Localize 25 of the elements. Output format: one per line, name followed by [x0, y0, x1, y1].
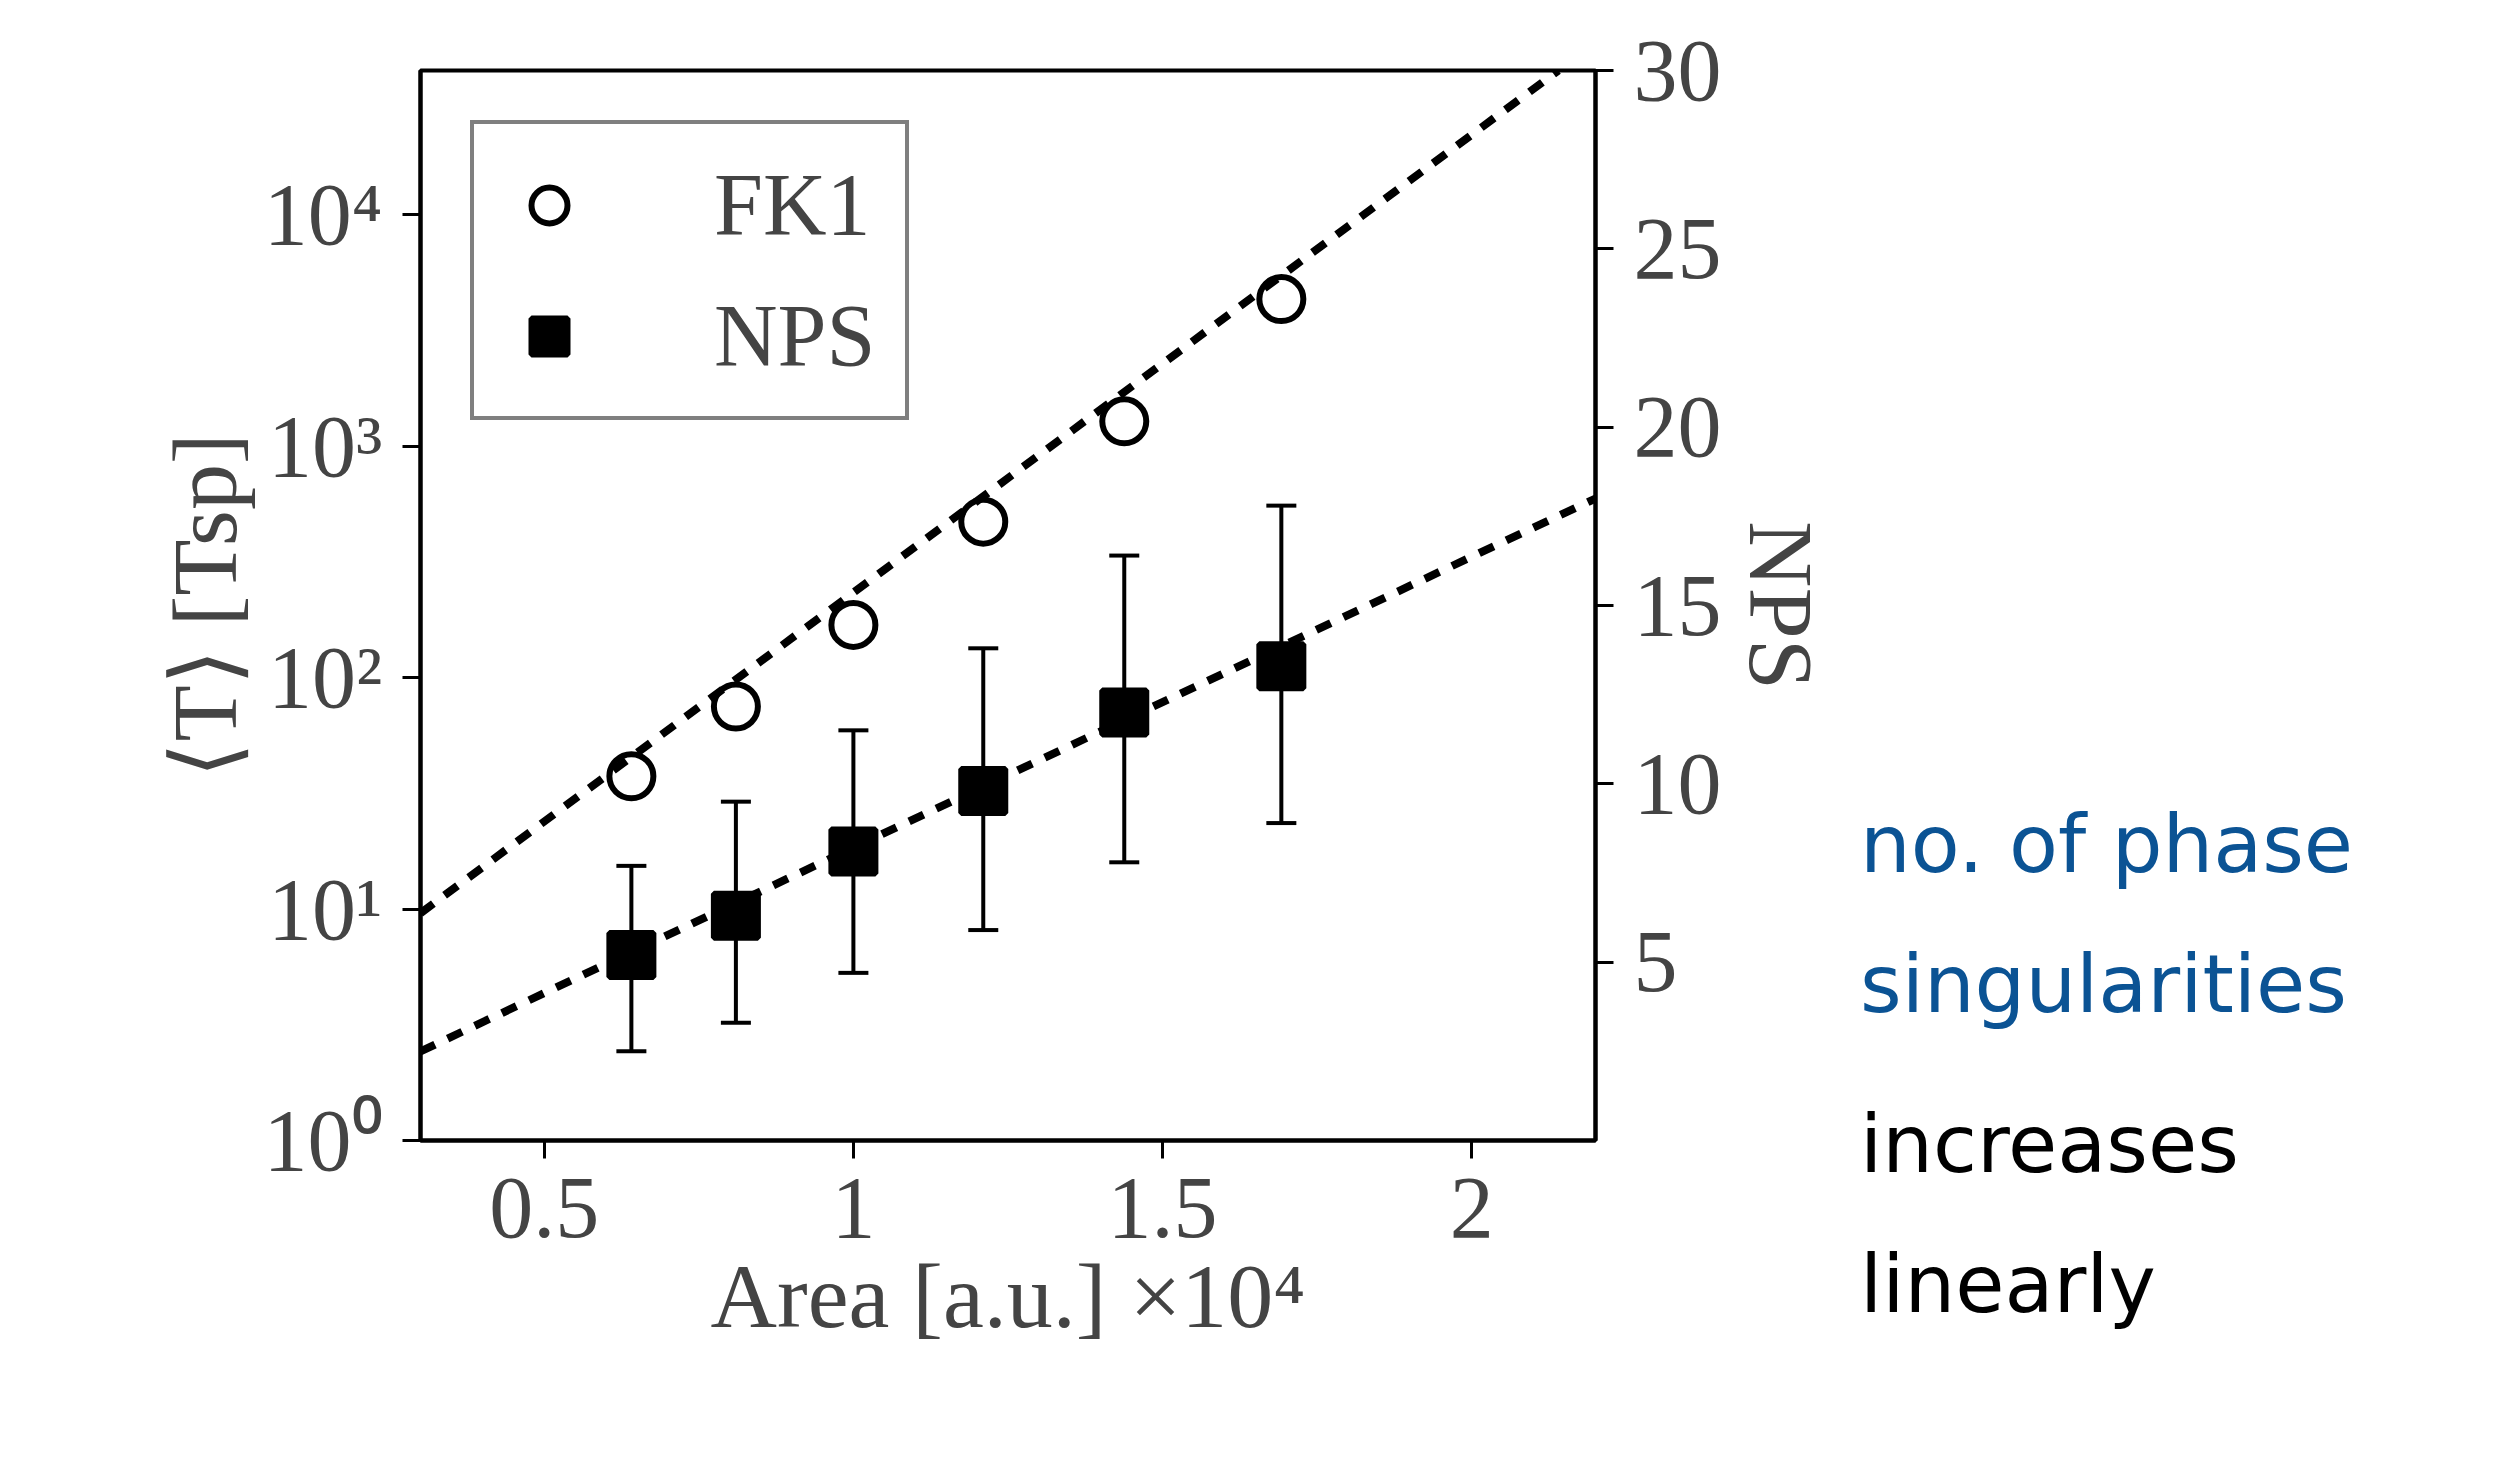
y2-tick-label: 5 — [1633, 913, 1678, 1011]
y-tick-label: 10² — [268, 629, 383, 727]
point — [828, 599, 879, 650]
y2-axis-title: NPS — [1729, 521, 1832, 690]
text: increases linearly — [1860, 1097, 2240, 1333]
legend-label: NPS — [714, 286, 876, 386]
y-axis-title: ⟨T⟩ [Tsp] — [153, 433, 256, 778]
point — [1099, 396, 1150, 447]
x-tick-label: 0.5 — [489, 1158, 600, 1256]
point — [1256, 274, 1307, 325]
point — [606, 751, 657, 802]
x-tick-label: 2 — [1449, 1158, 1494, 1256]
y2-tick-label: 15 — [1633, 556, 1722, 654]
y2-tick-label: 10 — [1633, 734, 1722, 832]
y2-tick-label: 30 — [1633, 21, 1722, 119]
y-tick-label: 10⁴ — [263, 166, 383, 264]
point — [710, 681, 761, 732]
y2-tick-label: 25 — [1633, 199, 1722, 297]
y-tick-label: 10⁰ — [263, 1092, 383, 1189]
text: no. of phase singularities — [1860, 797, 2355, 1033]
point — [958, 496, 1009, 547]
legend-label: FK1 — [714, 155, 871, 255]
y-tick-label: 10¹ — [268, 860, 383, 958]
y2-tick-label: 20 — [1633, 378, 1722, 476]
y-tick-label: 10³ — [268, 397, 383, 495]
